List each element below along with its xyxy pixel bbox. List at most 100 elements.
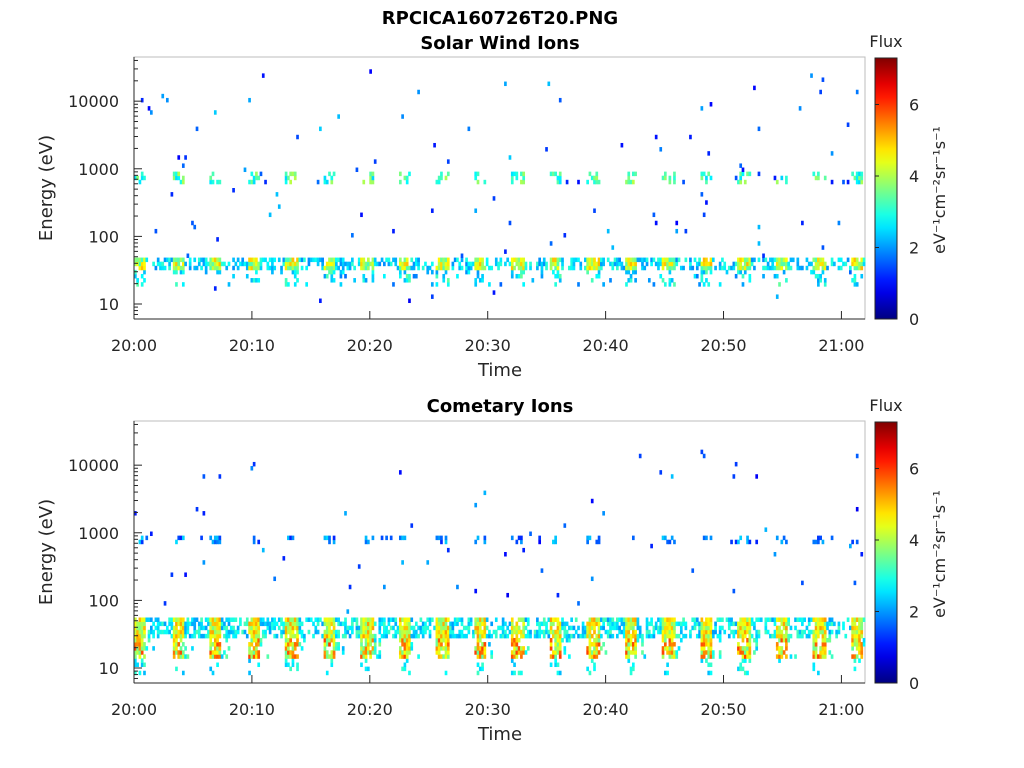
cometary-flux-cell — [705, 629, 708, 635]
cometary-flux-cell — [716, 633, 720, 639]
solar-wind-flux-cell — [273, 265, 277, 271]
cometary-flux-cell — [442, 654, 446, 659]
solar-wind-flux-cell — [339, 257, 343, 263]
cometary-flux-cell — [775, 625, 779, 631]
cometary-flux-cell — [616, 633, 619, 639]
cometary-flux-cell — [378, 621, 382, 627]
solar-wind-flux-cell — [593, 265, 596, 271]
cometary-flux-cell — [451, 621, 455, 627]
cometary-flux-cell — [721, 617, 724, 622]
solar-wind-flux-cell — [252, 257, 256, 263]
cometary-flux-cell — [188, 621, 192, 627]
cometary-flux-cell — [355, 617, 359, 622]
solar-wind-flux-cell — [261, 257, 265, 263]
solar-wind-flux-cell — [476, 265, 480, 271]
cometary-flux-cell — [462, 625, 466, 631]
solar-wind-flux-cell — [625, 261, 628, 267]
solar-wind-flux-cell — [789, 265, 793, 271]
solar-wind-flux-cell — [252, 261, 256, 267]
solar-wind-flux-cell — [837, 220, 841, 226]
solar-wind-flux-cell — [264, 257, 267, 263]
cometary-flux-cell — [851, 646, 854, 651]
cometary-flux-cell — [163, 601, 167, 606]
solar-wind-flux-cell — [860, 257, 864, 263]
solar-wind-flux-cell — [289, 261, 293, 267]
cometary-flux-cell — [140, 650, 144, 655]
cometary-flux-cell — [213, 629, 217, 635]
cometary-flux-cell — [367, 629, 370, 635]
solar-wind-y-tick-label: 10000 — [68, 92, 119, 111]
cometary-flux-cell — [360, 642, 363, 647]
solar-wind-flux-cell — [823, 278, 827, 283]
cometary-flux-cell — [586, 633, 589, 639]
solar-wind-flux-cell — [321, 261, 324, 267]
solar-wind-flux-cell — [858, 265, 861, 271]
solar-wind-flux-cell — [700, 278, 704, 283]
cometary-flux-cell — [385, 633, 388, 639]
cometary-flux-cell — [433, 625, 436, 631]
cometary-flux-cell — [483, 490, 487, 496]
cometary-flux-cell — [675, 621, 679, 627]
cometary-flux-cell — [323, 617, 327, 622]
cometary-flux-cell — [335, 629, 338, 635]
cometary-flux-cell — [440, 621, 443, 627]
cometary-flux-cell — [337, 633, 340, 639]
solar-wind-flux-cell — [138, 179, 142, 185]
cometary-flux-cell — [239, 617, 242, 622]
solar-wind-flux-cell — [586, 265, 589, 271]
cometary-flux-cell — [145, 646, 149, 651]
cometary-flux-cell — [593, 617, 596, 622]
cometary-flux-cell — [261, 617, 265, 622]
solar-wind-flux-cell — [257, 175, 261, 181]
solar-wind-flux-cell — [369, 179, 372, 185]
cometary-flux-cell — [478, 637, 482, 643]
cometary-flux-cell — [552, 539, 555, 545]
cometary-flux-cell — [248, 629, 251, 635]
cometary-flux-cell — [220, 654, 224, 659]
cometary-flux-cell — [444, 625, 448, 631]
cometary-flux-cell — [280, 633, 283, 639]
solar-wind-flux-cell — [595, 273, 599, 279]
cometary-flux-cell — [140, 535, 144, 541]
cometary-flux-cell — [803, 617, 806, 622]
cometary-flux-cell — [851, 625, 854, 631]
cometary-flux-cell — [465, 633, 468, 639]
cometary-flux-cell — [565, 621, 569, 627]
cometary-flux-cell — [627, 654, 631, 659]
cometary-flux-cell — [588, 637, 592, 643]
cometary-flux-cell — [616, 617, 619, 622]
solar-wind-flux-cell — [536, 261, 539, 267]
cometary-flux-cell — [446, 547, 450, 553]
cometary-flux-cell — [613, 625, 617, 631]
solar-wind-flux-cell — [188, 265, 192, 271]
cometary-flux-cell — [666, 625, 669, 631]
cometary-flux-cell — [593, 650, 596, 655]
cometary-flux-cell — [524, 617, 528, 622]
cometary-flux-cell — [517, 670, 521, 676]
solar-wind-flux-cell — [666, 261, 669, 267]
cometary-flux-cell — [216, 662, 219, 668]
solar-wind-flux-cell — [611, 265, 615, 271]
cometary-flux-cell — [668, 637, 672, 643]
solar-wind-flux-cell — [817, 171, 820, 177]
solar-wind-flux-cell — [417, 89, 420, 95]
solar-wind-flux-cell — [627, 265, 631, 271]
cometary-flux-cell — [488, 633, 491, 639]
cometary-flux-cell — [540, 568, 544, 573]
cometary-flux-cell — [796, 617, 800, 622]
solar-wind-flux-cell — [817, 282, 820, 287]
cometary-flux-cell — [705, 658, 708, 663]
cometary-flux-cell — [851, 617, 854, 622]
cometary-flux-cell — [830, 629, 834, 635]
cometary-flux-cell — [483, 642, 487, 647]
solar-wind-flux-cell — [579, 265, 583, 271]
cometary-flux-cell — [255, 654, 258, 659]
cometary-flux-cell — [545, 625, 548, 631]
solar-wind-flux-cell — [134, 273, 137, 279]
cometary-flux-cell — [821, 625, 825, 631]
cometary-flux-cell — [252, 621, 256, 627]
solar-wind-flux-cell — [172, 261, 176, 267]
solar-wind-flux-cell — [524, 261, 528, 267]
cometary-flux-cell — [513, 637, 516, 643]
solar-wind-flux-cell — [437, 175, 441, 181]
